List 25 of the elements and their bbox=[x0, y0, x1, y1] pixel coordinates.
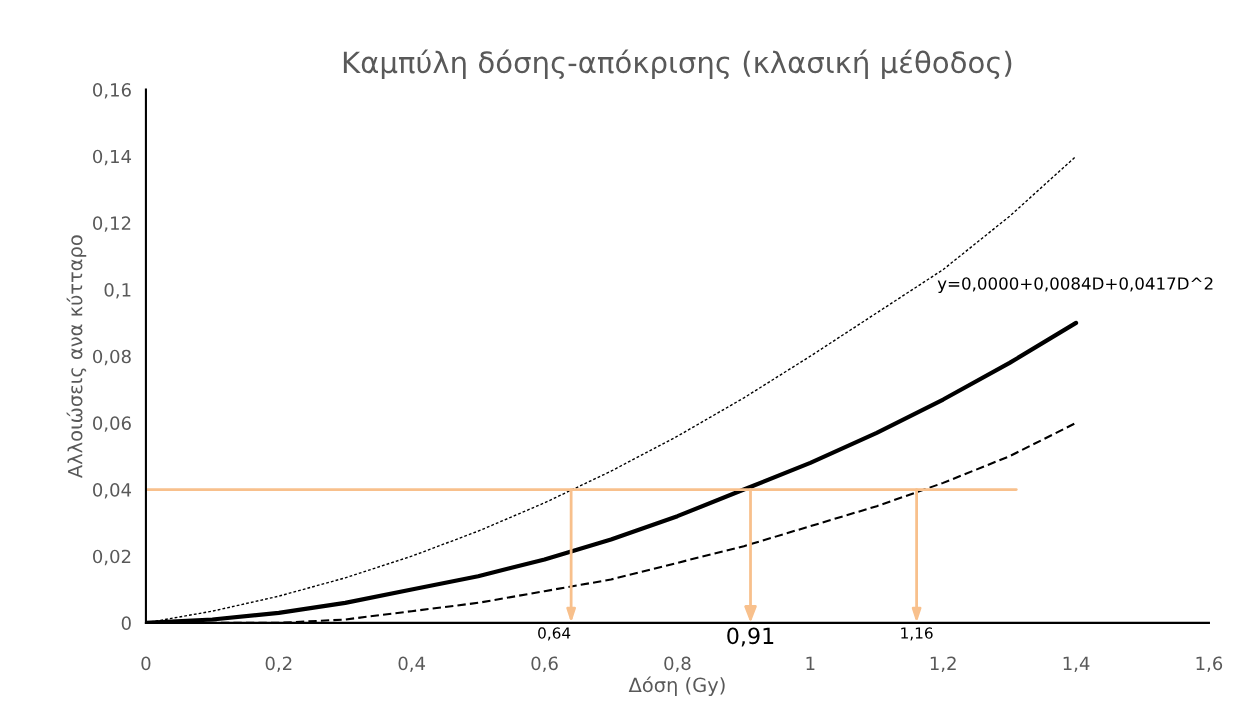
x-tick-label: 0,8 bbox=[664, 656, 691, 672]
x-tick-label: 0,4 bbox=[398, 656, 426, 672]
y-axis-title: Αλλοιώσεις ανα κύτταρο bbox=[66, 235, 87, 479]
x-tick-label: 0,2 bbox=[265, 656, 292, 672]
y-tick-label: 0,08 bbox=[93, 349, 131, 366]
annotation: 0,64 bbox=[538, 627, 571, 641]
y-tick-label: 0,14 bbox=[93, 149, 132, 166]
y-tick-label: 0,16 bbox=[93, 83, 131, 99]
y-tick-label: 0,04 bbox=[93, 482, 132, 499]
annotation: 1,16 bbox=[901, 627, 933, 641]
y-tick-label: 0 bbox=[121, 616, 131, 630]
annotation: 0,91 bbox=[727, 627, 774, 647]
chart-title: Καμπύλη δόσης-απόκρισης (κλασική μέθοδος) bbox=[343, 49, 1012, 80]
x-tick-label: 1,6 bbox=[1196, 656, 1223, 672]
y-tick-label: 0,06 bbox=[93, 416, 131, 432]
y-tick-label: 0,12 bbox=[93, 216, 131, 232]
annotation: y=0,0000+0,0084D+0,0417D^2 bbox=[937, 277, 1213, 294]
x-tick-label: 0,6 bbox=[531, 656, 558, 672]
y-tick-label: 0,1 bbox=[104, 283, 131, 299]
x-axis-title: Δόση (Gy) bbox=[628, 676, 725, 697]
y-tick-label: 0,02 bbox=[93, 549, 131, 566]
x-tick-label: 0 bbox=[141, 656, 151, 671]
x-tick-label: 1,2 bbox=[930, 656, 956, 672]
x-tick-label: 1 bbox=[806, 656, 815, 670]
x-tick-label: 1,4 bbox=[1063, 656, 1090, 672]
